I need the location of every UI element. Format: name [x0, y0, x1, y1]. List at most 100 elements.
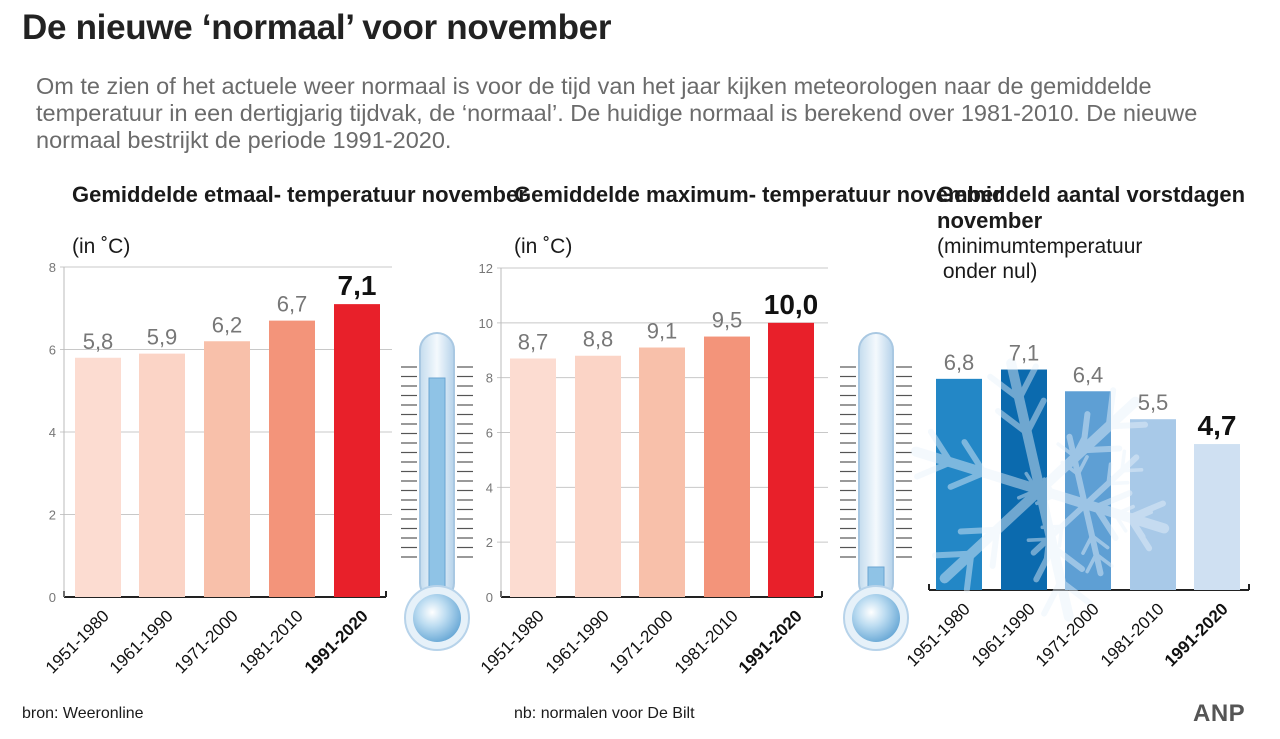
chart-3-bar [1001, 369, 1047, 590]
snowflake-branch [1126, 514, 1153, 552]
thermometer-tube [858, 332, 894, 601]
chart-1-y-tick-label: 6 [49, 343, 56, 358]
chart-3-bar [1065, 391, 1111, 590]
snowflake-branch [1131, 518, 1146, 539]
snowflake-branch [914, 459, 954, 480]
snowflake-arm [1082, 502, 1104, 577]
chart-3-bar [936, 378, 982, 590]
chart-3-subtitle: (minimumtemperatuur onder nul) [937, 235, 1143, 283]
snowflake-branch [1126, 500, 1166, 521]
snowflake-branch [1076, 455, 1089, 477]
snowflake-branch [1040, 524, 1064, 530]
chart-2-category-label: 1951-1980 [477, 606, 548, 677]
snowflake-branch [1026, 537, 1050, 542]
snowflake-arm [1066, 433, 1088, 508]
chart-2-y-tick-label: 8 [486, 371, 493, 386]
chart-3-category-label: 1951-1980 [903, 599, 974, 670]
snowflake-branch [1079, 411, 1091, 454]
chart-3-value-label: 6,8 [944, 350, 975, 375]
thermometer-bulb [413, 594, 461, 642]
snowflake-branch [1092, 490, 1133, 511]
snowflake-arm [1082, 454, 1140, 508]
chart-2-category-label: 1961-1990 [542, 606, 613, 677]
snowflake-branch [1085, 552, 1098, 574]
snowflake-branch [1090, 533, 1110, 550]
snowflake-branch [989, 526, 1001, 569]
chart-2-y-tick-label: 4 [486, 480, 493, 495]
chart-1-subtitle: (in ˚C) [72, 235, 131, 258]
snowflake-arm [1035, 485, 1170, 534]
chart-2-y-tick-label: 10 [479, 316, 493, 331]
chart-1-y-tick-label: 2 [49, 508, 56, 523]
chart-1-value-label: 6,2 [212, 312, 243, 337]
chart-1-bar [75, 357, 121, 597]
snowflake-branch [1113, 512, 1128, 533]
snowflake-branch [1092, 504, 1119, 541]
chart-2-y-tick-label: 12 [479, 261, 493, 276]
chart-3-category-label: 1981-2010 [1097, 599, 1168, 670]
snowflake-branch [1035, 493, 1057, 506]
snowflake-branch [1131, 510, 1154, 522]
chart-1-category-label: 1971-2000 [171, 606, 242, 677]
thermometer-bulb [852, 594, 900, 642]
snowflake-branch [1081, 533, 1094, 555]
snowflake-arm [1006, 358, 1045, 495]
chart-2-category-label: 1991-2020 [735, 606, 806, 677]
snowflake-branch [1024, 397, 1047, 436]
snowflake-branch [1057, 578, 1093, 607]
snowflake-branch [1072, 436, 1085, 458]
snowflake-branch [994, 408, 1031, 436]
chart-1-value-label: 6,7 [277, 292, 308, 317]
chart-1-category-label: 1951-1980 [42, 606, 113, 677]
anp-logo: ANP [1193, 700, 1246, 727]
chart-2-bar [510, 358, 556, 597]
chart-3-category-label: 1961-1990 [968, 599, 1039, 670]
chart-2-value-label: 8,7 [518, 329, 549, 354]
snowflake-arm [1082, 502, 1155, 529]
chart-1-y-tick-label: 8 [49, 260, 56, 275]
chart-2-bar [768, 322, 814, 597]
snowflake-branch [1041, 578, 1064, 617]
snowflake-branch [927, 428, 954, 466]
chart-1-value-label: 5,9 [147, 325, 178, 350]
thermometer-icon [401, 332, 473, 651]
chart-1-category-label: 1981-2010 [236, 606, 307, 677]
chart-1-bar [334, 304, 380, 597]
snowflake-branch [1043, 537, 1050, 561]
chart-1-category-label: 1991-2020 [301, 606, 372, 677]
chart-2-y-tick-label: 0 [486, 590, 493, 605]
chart-3-value-label: 4,7 [1198, 410, 1237, 441]
snowflake-branch [1105, 421, 1149, 430]
snowflake-branch [1049, 544, 1086, 572]
chart-1-value-label: 7,1 [338, 270, 377, 301]
chart-2-title: Gemiddelde maximum- temperatuur november [514, 182, 1002, 207]
snowflake-branch [961, 439, 988, 476]
chart-1-y-tick-label: 4 [49, 425, 56, 440]
chart-3-bar [1194, 444, 1240, 590]
snowflake-branch [957, 526, 1001, 535]
snowflake-branch [1106, 462, 1113, 486]
note-label: nb: normalen voor De Bilt [514, 705, 695, 722]
snowflake-arm [939, 485, 1045, 584]
snowflake-branch [1057, 524, 1064, 548]
chart-2-bar [704, 336, 750, 597]
snowflake-branch [1042, 477, 1057, 498]
snowflake-branch [1106, 480, 1130, 486]
chart-1-bar [204, 341, 250, 597]
snowflake-branch [1033, 544, 1056, 583]
snowflake-arm [1015, 481, 1088, 508]
chart-2-category-label: 1971-2000 [606, 606, 677, 677]
snowflake-branch [1016, 488, 1039, 500]
snowflake-branch [1016, 363, 1039, 402]
chart-3-category-label: 1991-2020 [1161, 599, 1232, 670]
chart-3-bar [1130, 419, 1176, 590]
chart-1-y-tick-label: 0 [49, 590, 56, 605]
page-title: De nieuwe ‘normaal’ voor november [22, 8, 612, 47]
chart-3-value-label: 5,5 [1138, 390, 1169, 415]
snowflake-arm [1035, 485, 1074, 622]
chart-2-y-tick-label: 2 [486, 535, 493, 550]
chart-2-category-label: 1981-2010 [671, 606, 742, 677]
snowflake-branch [1105, 387, 1117, 430]
chart-3-value-label: 7,1 [1009, 341, 1040, 366]
